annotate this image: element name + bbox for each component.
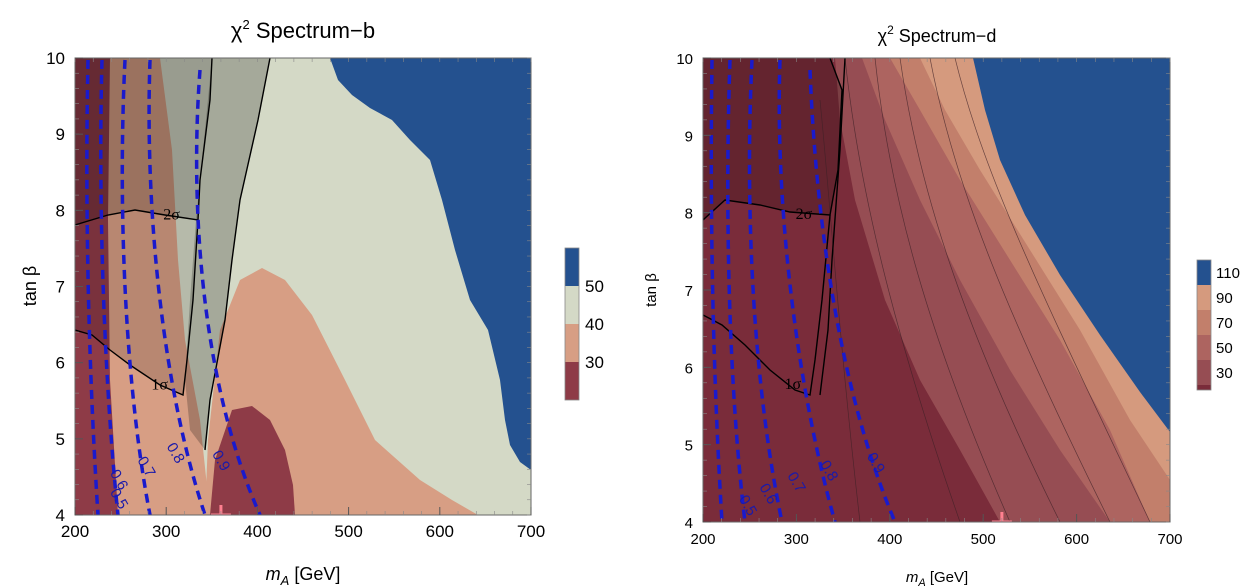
y-axis-label: tan β bbox=[643, 273, 660, 307]
x-tick-label: 700 bbox=[517, 522, 545, 541]
y-tick-label: 6 bbox=[685, 360, 693, 377]
colorbar-swatch bbox=[1197, 335, 1211, 360]
sigma-label: 1σ bbox=[151, 376, 168, 393]
y-tick-label: 9 bbox=[56, 125, 65, 144]
y-tick-label: 4 bbox=[56, 506, 65, 525]
chart-title: χ2 Spectrum−d bbox=[878, 23, 997, 46]
axis-ticks: 200 300 400 500 600 700 4 5 6 7 8 9 10 bbox=[676, 51, 1182, 548]
y-tick-label: 5 bbox=[56, 430, 65, 449]
heatmap-regions: 0.5 0.6 0.7 0.8 0.9 1σ 2σ bbox=[75, 58, 531, 515]
colorbar-swatch bbox=[1197, 310, 1211, 335]
colorbar-swatch bbox=[1197, 260, 1211, 285]
shade-2sigma bbox=[75, 58, 212, 225]
colorbar-label: 110 bbox=[1216, 265, 1240, 282]
x-tick-label: 600 bbox=[1064, 531, 1089, 548]
colorbar-label: 30 bbox=[1216, 365, 1233, 382]
colorbar-swatch bbox=[1197, 285, 1211, 310]
y-tick-label: 7 bbox=[685, 283, 693, 300]
x-tick-label: 200 bbox=[61, 522, 89, 541]
colorbar-label: 50 bbox=[1216, 340, 1233, 357]
y-tick-label: 6 bbox=[56, 354, 65, 373]
y-tick-label: 4 bbox=[685, 515, 693, 532]
dashed-contours bbox=[85, 59, 262, 515]
colorbar-swatch bbox=[565, 248, 579, 286]
chart-panel-b: χ2 Spectrum−b 0. bbox=[20, 17, 604, 586]
colorbar-label: 90 bbox=[1216, 290, 1233, 307]
axis-ticks: 200 300 400 500 600 700 4 5 6 7 8 9 10 bbox=[46, 49, 545, 541]
colorbar-label: 70 bbox=[1216, 315, 1233, 332]
x-tick-label: 200 bbox=[690, 531, 715, 548]
colorbar-swatch bbox=[565, 324, 579, 362]
shade-2sigma bbox=[703, 58, 842, 220]
colorbar-swatch bbox=[565, 362, 579, 400]
region-above-110 bbox=[973, 58, 1170, 432]
x-tick-label: 400 bbox=[877, 531, 902, 548]
x-tick-label: 700 bbox=[1157, 531, 1182, 548]
x-tick-label: 500 bbox=[971, 531, 996, 548]
sigma-label: 2σ bbox=[796, 206, 813, 223]
y-tick-label: 8 bbox=[56, 201, 65, 220]
colorbar: 50 40 30 bbox=[564, 247, 604, 401]
colorbar: 110 90 70 50 30 bbox=[1196, 259, 1240, 391]
sigma-label: 1σ bbox=[784, 376, 801, 393]
region-above-50 bbox=[330, 58, 531, 470]
thin-contours bbox=[819, 58, 1151, 522]
y-tick-label: 9 bbox=[685, 128, 693, 145]
sigma-label: 2σ bbox=[163, 206, 180, 223]
colorbar-swatch bbox=[1197, 385, 1211, 390]
chart-panel-d: χ2 Spectrum−d bbox=[643, 23, 1240, 586]
x-tick-label: 300 bbox=[784, 531, 809, 548]
y-tick-label: 10 bbox=[676, 51, 693, 68]
dashed-contours bbox=[709, 59, 897, 522]
y-axis-label: tan β bbox=[20, 266, 40, 306]
best-fit-marker bbox=[991, 512, 1012, 522]
heatmap-regions: 0.5 0.6 0.7 0.8 0.9 1σ 2σ bbox=[703, 58, 1170, 522]
colorbar-swatch bbox=[1197, 360, 1211, 385]
y-tick-label: 10 bbox=[46, 49, 65, 68]
colorbar-label: 40 bbox=[585, 315, 604, 334]
colorbar-label: 50 bbox=[585, 277, 604, 296]
x-axis-label: mA [GeV] bbox=[266, 564, 341, 586]
colorbar-swatch bbox=[565, 286, 579, 324]
solid-contours bbox=[75, 58, 271, 451]
x-tick-label: 500 bbox=[334, 522, 362, 541]
x-axis-label: mA [GeV] bbox=[906, 569, 968, 586]
y-tick-label: 7 bbox=[56, 278, 65, 297]
colorbar-label: 30 bbox=[585, 353, 604, 372]
x-tick-label: 300 bbox=[152, 522, 180, 541]
y-tick-label: 5 bbox=[685, 438, 693, 455]
y-tick-label: 8 bbox=[685, 206, 693, 223]
x-tick-label: 400 bbox=[243, 522, 271, 541]
chart-title: χ2 Spectrum−b bbox=[231, 17, 375, 43]
best-fit-marker bbox=[210, 505, 231, 515]
x-tick-label: 600 bbox=[426, 522, 454, 541]
shade-band bbox=[185, 58, 270, 450]
